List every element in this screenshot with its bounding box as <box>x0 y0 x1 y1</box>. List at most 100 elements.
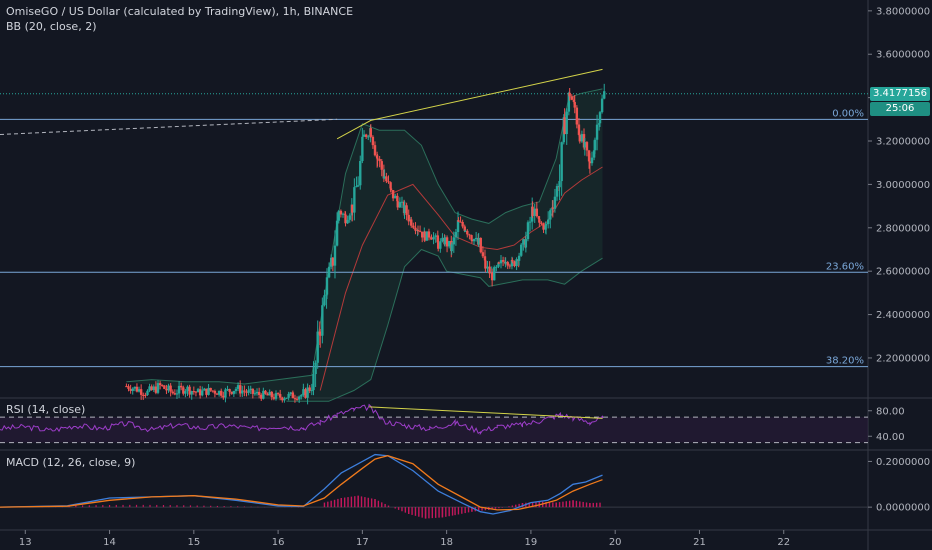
candle-body <box>182 387 185 394</box>
countdown-tag: 25:06 <box>870 102 930 116</box>
candle-body <box>367 136 370 138</box>
candle-body <box>457 220 460 222</box>
candle-body <box>241 390 244 394</box>
candle-body <box>486 266 489 269</box>
candle-body <box>540 222 543 225</box>
candle-body <box>555 186 559 197</box>
candle-body <box>188 386 191 395</box>
macd-signal-line <box>0 455 603 511</box>
candle-body <box>355 186 358 188</box>
candle-body <box>573 102 576 108</box>
candle-body <box>192 391 196 393</box>
candle-body <box>463 226 466 231</box>
candle-body <box>400 201 404 203</box>
bb-indicator-label[interactable]: BB (20, close, 2) <box>6 20 97 33</box>
candle-body <box>131 388 134 391</box>
candle-body <box>175 393 179 395</box>
candle-body <box>139 389 143 395</box>
candle-body <box>445 237 449 247</box>
candle-body <box>196 389 200 393</box>
candle-body <box>321 305 324 336</box>
candle-body <box>387 181 390 183</box>
macd-tick-label-1: 0.0000000 <box>876 503 930 514</box>
candle-body <box>511 259 514 262</box>
candle-body <box>274 393 278 399</box>
candle-body <box>472 239 476 242</box>
y-tick-label-8: 2.2000000 <box>876 353 930 364</box>
candle-body <box>542 224 545 230</box>
candle-body <box>224 389 227 398</box>
candle-body <box>148 386 151 391</box>
candle-body <box>158 383 162 386</box>
candle-body <box>533 208 536 216</box>
candle-body <box>171 391 174 394</box>
candle-body <box>272 397 276 399</box>
rsi-line <box>0 403 603 436</box>
candle-body <box>253 393 257 395</box>
candle-body <box>213 390 217 394</box>
macd-indicator-label[interactable]: MACD (12, 26, close, 9) <box>6 456 136 469</box>
candle-body <box>245 391 248 393</box>
candle-body <box>517 255 521 261</box>
candle-body <box>568 92 571 97</box>
candle-body <box>414 227 417 231</box>
y-tick-label-5: 2.8000000 <box>876 223 930 234</box>
candle-body <box>268 391 271 396</box>
candle-body <box>580 134 584 142</box>
candle-body <box>410 219 413 226</box>
candle-body <box>325 277 329 295</box>
candle-body <box>364 134 368 137</box>
candle-body <box>251 388 255 394</box>
candle-body <box>232 390 236 394</box>
y-tick-label-7: 2.4000000 <box>876 310 930 321</box>
candle-body <box>177 385 181 394</box>
candle-body <box>560 142 563 182</box>
candle-body <box>389 188 393 191</box>
candle-body <box>335 220 339 246</box>
candle-body <box>194 391 198 393</box>
candle-body <box>598 112 602 124</box>
candle-body <box>396 201 399 208</box>
candle-body <box>454 232 458 238</box>
y-tick-label-1: 3.6000000 <box>876 50 930 61</box>
candle-body <box>380 161 383 170</box>
candle-body <box>437 242 440 249</box>
candle-body <box>394 195 397 199</box>
candle-body <box>582 134 586 148</box>
candle-body <box>587 150 591 162</box>
candle-body <box>570 96 573 100</box>
candle-body <box>535 208 539 217</box>
candle-body <box>211 390 214 392</box>
rsi-indicator-label[interactable]: RSI (14, close) <box>6 403 86 416</box>
candle-body <box>351 204 354 213</box>
candle-body <box>323 295 326 306</box>
candle-body <box>463 230 467 232</box>
rsi-tick-label-1: 40.00 <box>876 432 905 443</box>
candle-body <box>405 205 408 215</box>
candle-body <box>184 391 187 394</box>
candle-body <box>226 389 229 391</box>
candle-body <box>544 224 548 226</box>
candle-body <box>356 185 360 187</box>
candle-body <box>466 230 469 235</box>
candle-body <box>427 231 431 238</box>
candle-body <box>513 261 516 267</box>
candle-body <box>439 241 442 249</box>
candle-body <box>167 385 170 391</box>
candle-body <box>447 240 451 247</box>
x-tick-label-8: 21 <box>693 537 706 548</box>
candle-body <box>201 390 204 396</box>
candle-body <box>247 390 250 393</box>
macd-tick-label-0: 0.2000000 <box>876 457 930 468</box>
candle-body <box>209 387 212 391</box>
rsi-trendline <box>369 406 603 419</box>
candle-body <box>169 385 172 392</box>
candle-body <box>163 385 166 389</box>
candle-body <box>425 231 429 241</box>
fib-label-0: 0.00% <box>832 108 864 119</box>
x-tick-label-4: 17 <box>356 537 369 548</box>
candle-body <box>490 272 494 281</box>
candle-body <box>546 219 550 225</box>
